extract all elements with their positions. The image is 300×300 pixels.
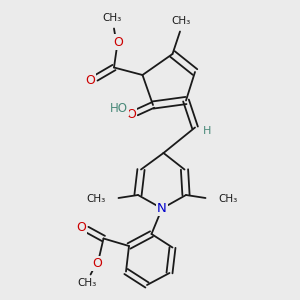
Text: CH₃: CH₃: [102, 13, 121, 23]
Text: N: N: [157, 202, 167, 215]
Text: CH₃: CH₃: [218, 194, 237, 205]
Text: O: O: [126, 108, 136, 122]
Text: H: H: [203, 126, 211, 136]
Text: O: O: [93, 257, 102, 270]
Text: HO: HO: [110, 101, 128, 115]
Text: O: O: [114, 35, 123, 49]
Text: O: O: [76, 220, 86, 234]
Text: O: O: [85, 74, 95, 88]
Text: CH₃: CH₃: [77, 278, 97, 289]
Text: CH₃: CH₃: [172, 16, 191, 26]
Text: CH₃: CH₃: [87, 194, 106, 205]
